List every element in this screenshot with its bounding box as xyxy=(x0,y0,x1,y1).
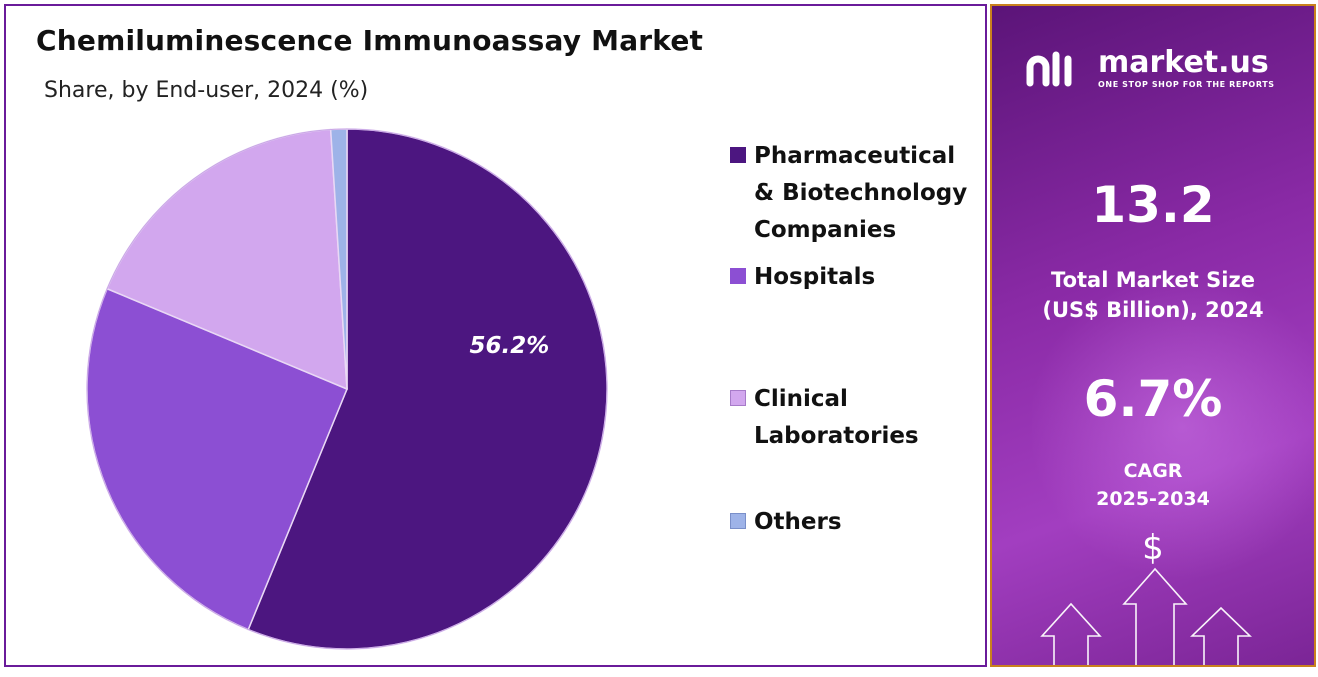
market-size-value: 13.2 xyxy=(1091,176,1215,234)
legend-label-line: Companies xyxy=(754,217,897,243)
legend-label-line: Clinical xyxy=(754,386,848,412)
pie-chart: 56.2% xyxy=(86,128,608,650)
summary-panel: market.us ONE STOP SHOP FOR THE REPORTS … xyxy=(990,4,1316,667)
legend-swatch-pharma xyxy=(730,147,746,163)
legend-label-line: Hospitals xyxy=(754,264,876,290)
legend-swatch-clinical-labs xyxy=(730,390,746,406)
up-arrow-icon xyxy=(1040,567,1252,665)
legend-label-line: & Biotechnology xyxy=(754,180,968,206)
cagr-value: 6.7% xyxy=(1083,370,1223,428)
market-size-label-year: (US$ Billion), 2024 xyxy=(1042,298,1264,322)
legend-item-hospitals: Hospitals xyxy=(730,259,969,296)
legend-label-line: Pharmaceutical xyxy=(754,143,956,169)
data-label-0: 56.2% xyxy=(470,333,550,359)
legend-item-clinical-labs: Clinical Laboratories xyxy=(730,381,969,455)
legend-swatch-hospitals xyxy=(730,268,746,284)
market-us-logo-icon xyxy=(1026,51,1072,86)
legend-label-line: Others xyxy=(754,509,842,535)
market-size-label: Total Market Size xyxy=(1051,268,1255,292)
brand-logo: market.us ONE STOP SHOP FOR THE REPORTS xyxy=(1024,48,1275,89)
cagr-label: CAGR xyxy=(1123,460,1183,482)
brand-name: market.us xyxy=(1098,45,1269,80)
cagr-period-label: 2025-2034 xyxy=(1096,488,1210,510)
legend-item-others: Others xyxy=(730,504,969,541)
legend-item-pharma: Pharmaceutical & Biotechnology Companies xyxy=(730,138,969,249)
brand-tagline: ONE STOP SHOP FOR THE REPORTS xyxy=(1098,80,1275,89)
dollar-icon: $ xyxy=(1142,528,1164,568)
background-glow xyxy=(1032,266,1314,586)
pie-outline xyxy=(86,128,608,650)
legend-swatch-others xyxy=(730,513,746,529)
chart-title: Chemiluminescence Immunoassay Market xyxy=(36,24,704,57)
legend-label-line: Laboratories xyxy=(754,423,919,449)
chart-subtitle: Share, by End-user, 2024 (%) xyxy=(44,78,369,103)
